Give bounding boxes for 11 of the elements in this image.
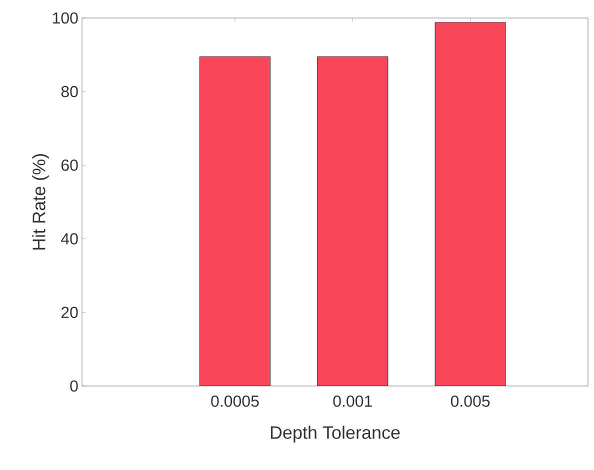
x-tick-label: 0.0005 — [211, 396, 259, 407]
x-tick-label: 0.005 — [450, 396, 490, 407]
y-tick-label: 40 — [61, 233, 78, 244]
x-tick-label: 0.001 — [333, 396, 372, 407]
y-tick-label: 60 — [61, 160, 78, 171]
y-tick-label: 100 — [53, 12, 78, 24]
y-tick-label: 20 — [61, 306, 78, 318]
y-tick-label: 80 — [61, 86, 78, 98]
y-axis-title: Hit Rate (%) — [32, 154, 49, 250]
y-tick-label: 0 — [70, 380, 78, 392]
x-axis-title: Depth Tolerance — [270, 426, 400, 442]
